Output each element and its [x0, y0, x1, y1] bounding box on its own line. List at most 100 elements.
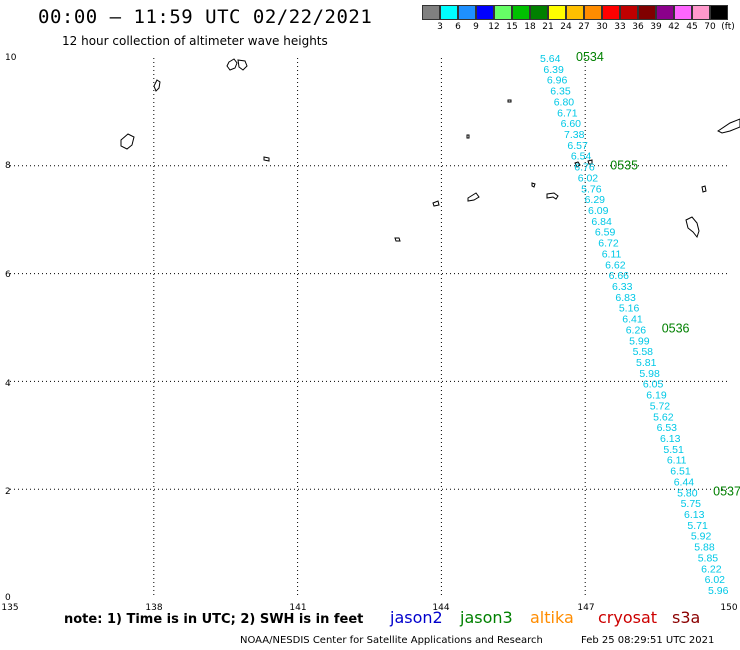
wave-height-label: 6.62 [605, 259, 626, 271]
wave-height-label: 6.41 [622, 314, 643, 326]
wave-height-label: 7.38 [564, 129, 585, 141]
color-scale-label: 3 [437, 22, 443, 32]
wave-height-label: 5.98 [639, 368, 660, 380]
wave-height-label: 6.09 [588, 205, 609, 217]
color-scale-swatch [710, 5, 728, 20]
wave-height-label: 6.80 [554, 96, 575, 108]
color-scale-swatch [584, 5, 602, 20]
wave-height-label: 6.02 [578, 172, 599, 184]
color-scale-label: 30 [596, 22, 608, 32]
wave-height-label: 5.80 [677, 487, 698, 499]
wave-height-label: 6.53 [657, 422, 678, 434]
island-outline [466, 134, 470, 139]
wave-height-label: 6.44 [674, 476, 695, 488]
color-scale-swatch [620, 5, 638, 20]
wave-height-label: 5.85 [698, 552, 719, 564]
wave-height-label: 6.96 [547, 75, 568, 87]
color-scale-label: 18 [524, 22, 536, 32]
units-note: note: 1) Time is in UTC; 2) SWH is in fe… [64, 612, 364, 627]
island-outline [507, 99, 512, 103]
island-outline [120, 133, 135, 150]
x-tick-label: 150 [720, 603, 738, 613]
color-scale-label: 33 [614, 22, 626, 32]
island-outline [263, 156, 270, 162]
color-scale-label: 9 [473, 22, 479, 32]
wave-height-label: 6.35 [550, 86, 571, 98]
wave-height-label: 6.60 [561, 118, 582, 130]
wave-height-label: 5.71 [687, 520, 708, 532]
island-outline [531, 182, 536, 188]
x-tick-label: 141 [289, 603, 307, 613]
time-marker-label: 0534 [576, 50, 604, 64]
color-scale-swatch [602, 5, 620, 20]
color-scale-swatch [476, 5, 494, 20]
wave-height-label: 6.51 [670, 466, 691, 478]
wave-height-label: 6.66 [609, 270, 630, 282]
color-scale-label: 42 [668, 22, 680, 32]
wave-height-label: 6.13 [684, 509, 705, 521]
color-scale-label: 15 [506, 22, 518, 32]
wave-height-label: 6.71 [557, 107, 578, 119]
wave-height-label: 6.05 [643, 379, 664, 391]
x-tick-label: 147 [577, 603, 595, 613]
color-scale-swatch [656, 5, 674, 20]
wave-height-label: 5.75 [681, 498, 702, 510]
credit-line: NOAA/NESDIS Center for Satellite Applica… [240, 635, 543, 646]
wave-height-label: 6.13 [660, 433, 681, 445]
satellite-legend-cryosat: cryosat [598, 608, 658, 627]
wave-height-label: 5.99 [629, 335, 650, 347]
color-scale-label: 36 [632, 22, 644, 32]
satellite-legend-altika: altika [530, 608, 574, 627]
island-outline [237, 59, 248, 71]
x-tick-label: 138 [145, 603, 163, 613]
color-scale-label: (ft) [721, 22, 735, 32]
wave-height-label: 5.81 [636, 357, 657, 369]
satellite-legend-jason3: jason3 [460, 608, 513, 627]
wave-height-label: 6.72 [598, 238, 619, 250]
wave-height-label: 6.11 [667, 455, 687, 467]
time-marker-label: 0536 [662, 321, 690, 335]
island-outline [546, 192, 559, 200]
x-tick-label: 135 [1, 603, 19, 613]
color-scale-swatch [422, 5, 440, 20]
x-tick-label: 144 [432, 603, 450, 613]
wave-height-label: 5.72 [650, 400, 671, 412]
color-scale-label: 24 [560, 22, 572, 32]
color-scale-swatch [440, 5, 458, 20]
time-marker-label: 0537 [713, 484, 740, 498]
wave-height-label: 5.62 [653, 411, 674, 423]
time-marker-label: 0535 [610, 159, 638, 173]
color-scale-label: 70 [704, 22, 716, 32]
generated-timestamp: Feb 25 08:29:51 UTC 2021 [581, 635, 715, 646]
wave-height-label: 5.88 [694, 542, 715, 554]
wave-height-label: 5.58 [633, 346, 654, 358]
color-scale-label: 39 [650, 22, 662, 32]
island-outline [685, 216, 700, 239]
island-outline [226, 58, 238, 71]
island-outline [574, 161, 581, 168]
y-tick-label: 0 [5, 593, 11, 603]
color-scale-label: 21 [542, 22, 554, 32]
island-outline [701, 185, 707, 193]
wave-height-label: 6.11 [602, 248, 622, 260]
wave-height-label: 6.33 [612, 281, 633, 293]
wave-height-label: 5.92 [691, 531, 712, 543]
wave-height-label: 6.19 [646, 390, 667, 402]
island-outline [153, 79, 161, 92]
color-scale-labels: 3 6 9 12 15 18 21 24 27 30 33 36 39 42 45 70 (ft) [422, 20, 740, 34]
island-outline [432, 200, 440, 207]
color-scale-swatch [674, 5, 692, 20]
wave-height-label: 6.76 [574, 162, 595, 174]
wave-height-label: 6.02 [705, 574, 726, 586]
wave-height-label: 6.57 [567, 140, 588, 152]
color-scale-swatch [530, 5, 548, 20]
wave-height-label: 6.39 [543, 64, 564, 76]
page-title: 00:00 – 11:59 UTC 02/22/2021 [38, 6, 373, 28]
color-scale-swatch [548, 5, 566, 20]
color-scale-label: 12 [488, 22, 500, 32]
wave-height-label: 5.96 [708, 585, 729, 597]
color-scale-label: 27 [578, 22, 590, 32]
satellite-legend-jason2: jason2 [390, 608, 443, 627]
wave-height-label: 6.26 [626, 324, 647, 336]
